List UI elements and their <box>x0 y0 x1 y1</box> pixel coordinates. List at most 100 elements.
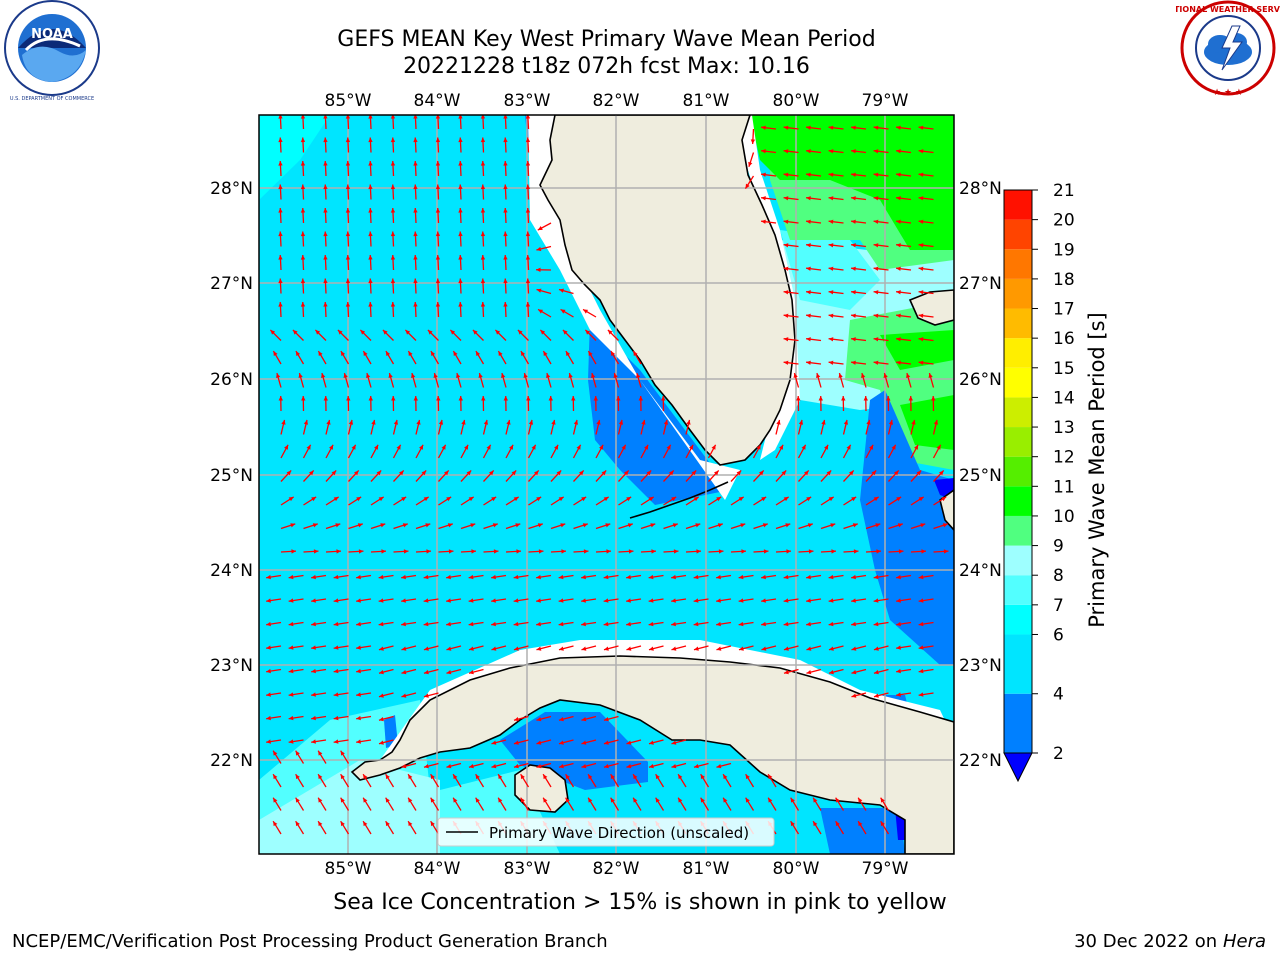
wave-arrow-head <box>806 125 811 130</box>
wave-arrow-head <box>513 598 519 603</box>
wave-arrow-head <box>378 669 384 675</box>
wave-arrow-head <box>300 208 306 213</box>
wave-arrow-head <box>273 774 278 780</box>
wave-arrow-head <box>300 231 306 237</box>
period-field-7-8-sw <box>259 760 440 854</box>
wave-arrow-head <box>266 645 271 650</box>
wave-arrow-head <box>873 125 879 130</box>
wave-arrow-head <box>828 360 834 365</box>
wave-arrow-head <box>423 574 429 580</box>
wave-arrow-head <box>478 373 483 378</box>
wave-arrow-head <box>851 621 856 627</box>
wave-arrow-head <box>435 255 441 260</box>
wave-arrow-head <box>423 669 429 675</box>
wave-arrow-head <box>333 574 339 580</box>
wave-arrow-head <box>828 219 834 224</box>
wave-arrow-head <box>411 373 416 378</box>
wave-arrow-head <box>345 302 351 307</box>
wave-arrow-head <box>626 598 631 603</box>
wave-arrow-head <box>536 716 542 722</box>
wave-arrow-head <box>783 337 789 342</box>
wave-arrow-head <box>696 549 701 554</box>
wave-arrow-head <box>423 646 429 651</box>
wave-arrow-head <box>345 161 351 166</box>
wave-arrow-head <box>806 266 811 271</box>
wave-arrow-head <box>311 496 317 502</box>
wave-arrow-head <box>610 351 616 357</box>
wave-arrow-head <box>894 470 899 476</box>
nws-logo-ring-text: NATIONAL WEATHER SERVICE <box>1176 5 1280 14</box>
wave-arrow-head <box>528 419 534 425</box>
wave-arrow-head <box>401 693 407 698</box>
wave-arrow-head <box>403 549 409 554</box>
wave-arrow-head <box>603 646 609 651</box>
wave-arrow-head <box>471 549 476 554</box>
wave-arrow-head <box>648 621 654 627</box>
wave-arrow-head <box>356 668 361 674</box>
wave-arrow-head <box>558 621 564 627</box>
wave-arrow-head <box>266 692 271 697</box>
wave-arrow-head <box>446 598 451 603</box>
lon-label-bottom: 85°W <box>325 859 372 879</box>
wave-arrow-head <box>873 219 879 224</box>
wave-arrow-head <box>851 172 856 177</box>
wave-arrow-head <box>390 115 396 119</box>
wave-arrow-head <box>796 396 801 401</box>
wave-arrow-head <box>525 302 531 307</box>
wave-arrow-head <box>558 574 564 580</box>
lon-label-bottom: 81°W <box>683 859 730 879</box>
wave-arrow-head <box>523 373 528 378</box>
wave-arrow-head <box>288 692 294 697</box>
wave-arrow-head <box>323 278 328 284</box>
wave-arrow-head <box>693 496 699 502</box>
wave-arrow-head <box>491 598 496 603</box>
wave-arrow-head <box>761 219 766 224</box>
wave-arrow-head <box>538 549 544 554</box>
wave-arrow-head <box>776 419 781 425</box>
wave-arrow-head <box>626 740 632 745</box>
wave-arrow-head <box>588 351 593 357</box>
wave-arrow-head <box>852 523 858 528</box>
wave-arrow-head <box>536 288 542 293</box>
wave-arrow-head <box>323 231 328 237</box>
wave-arrow-head <box>761 574 766 580</box>
wave-arrow-head <box>446 496 452 502</box>
wave-arrow-head <box>295 750 300 756</box>
colorbar-tick-label: 4 <box>1053 685 1064 705</box>
colorbar-tick-label: 20 <box>1053 211 1075 231</box>
wave-arrow-head <box>851 337 856 342</box>
colorbar-swatch <box>1004 308 1032 339</box>
wave-arrow-head <box>468 598 474 603</box>
wave-arrow-head <box>401 574 406 580</box>
wave-arrow-head <box>740 523 746 528</box>
wave-arrow-head <box>385 351 391 357</box>
wave-arrow-head <box>298 373 303 378</box>
wave-arrow-head <box>286 470 292 476</box>
wave-arrow-head <box>483 419 489 425</box>
wave-arrow-head <box>345 278 351 284</box>
wave-arrow-head <box>498 797 503 803</box>
wave-arrow-head <box>548 396 553 401</box>
wave-arrow-head <box>655 774 660 780</box>
wave-arrow-head <box>571 396 576 401</box>
wave-arrow-head <box>560 523 566 528</box>
land-masks <box>350 115 954 854</box>
wave-arrow-head <box>826 470 832 476</box>
wave-arrow-head <box>830 523 836 528</box>
wave-arrow-head <box>716 621 721 627</box>
wave-arrow-head <box>873 496 879 502</box>
wave-arrow-head <box>579 470 584 476</box>
wave-arrow-head <box>883 373 888 378</box>
wave-arrow-head <box>413 208 418 213</box>
wave-arrow-head <box>390 184 396 190</box>
wave-arrow-head <box>278 396 283 401</box>
svg-text:★ ★ ★: ★ ★ ★ <box>1213 88 1243 98</box>
wave-arrow-head <box>851 243 856 248</box>
wave-arrow-head <box>430 797 435 803</box>
wave-arrow-head <box>408 774 413 780</box>
wave-arrow-head <box>435 137 441 143</box>
wave-arrow-head <box>543 351 548 357</box>
wave-arrow-head <box>376 470 382 476</box>
lon-label-top: 85°W <box>325 91 372 111</box>
